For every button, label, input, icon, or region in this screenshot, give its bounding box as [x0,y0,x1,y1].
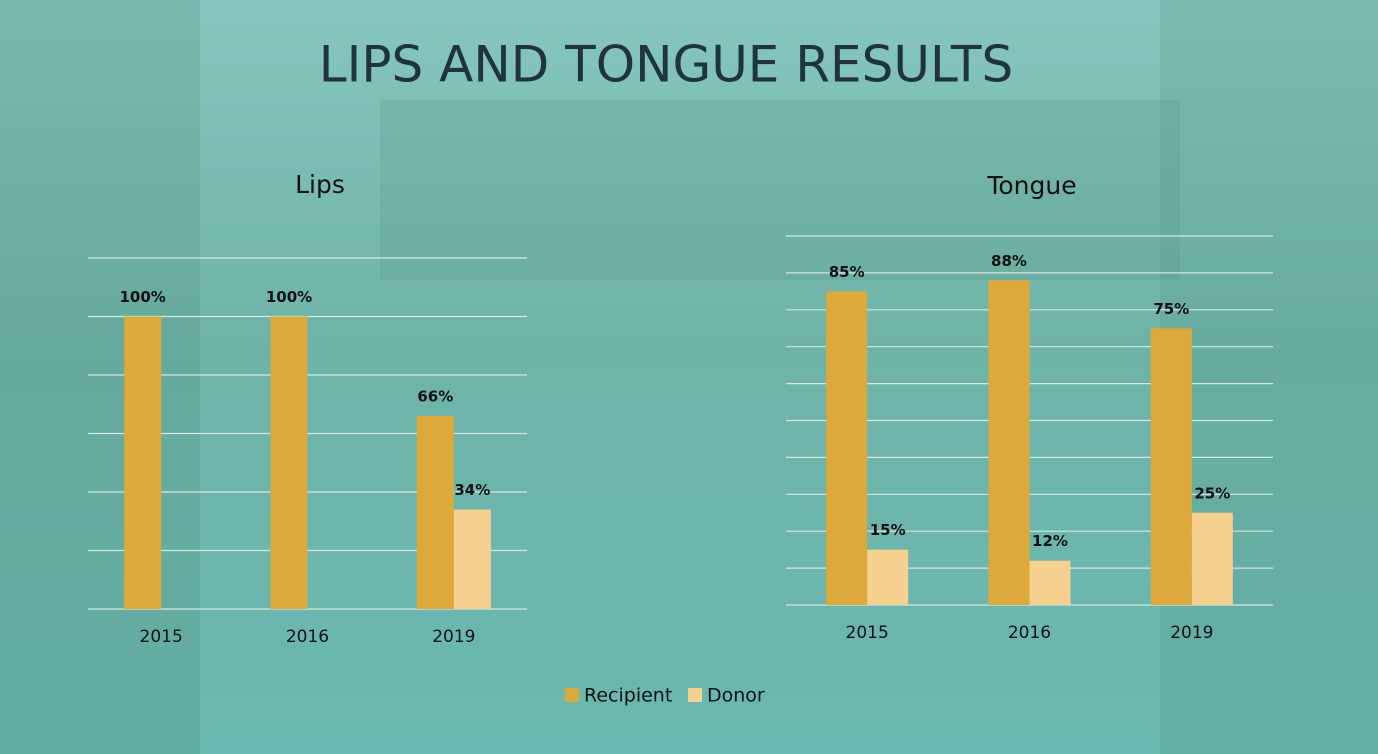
page-title: LIPS AND TONGUE RESULTS [319,36,1013,94]
x-tick-label: 2019 [1170,623,1213,643]
data-label: 88% [991,252,1027,270]
bar [1191,512,1233,605]
legend-label: Donor [707,685,765,707]
chart-title: Lips [295,170,345,199]
data-label: 34% [454,481,490,499]
data-label: 66% [417,387,453,405]
forest-shade [380,100,1180,280]
bar [124,316,162,609]
data-label: 12% [1032,532,1068,550]
x-tick-label: 2019 [432,627,475,647]
bar [988,280,1030,605]
data-label: 85% [829,263,865,281]
bar [1029,560,1071,605]
data-label: 100% [266,288,312,306]
data-label: 75% [1153,300,1189,318]
bar [826,291,868,605]
legend-swatch [565,688,579,702]
legend-swatch [688,688,702,702]
data-label: 15% [870,521,906,539]
chart-title: Tongue [986,171,1076,200]
bar [270,316,308,609]
tree-shade [0,0,200,754]
data-label: 100% [119,288,165,306]
data-label: 25% [1194,484,1230,502]
x-tick-label: 2016 [1008,623,1051,643]
x-tick-label: 2015 [140,627,183,647]
bar [453,509,491,609]
tree-shade [1160,0,1378,754]
bar [416,415,454,609]
bar [867,549,909,605]
x-tick-label: 2016 [286,627,329,647]
bar [1150,328,1192,605]
x-tick-label: 2015 [846,623,889,643]
legend-label: Recipient [584,685,672,707]
